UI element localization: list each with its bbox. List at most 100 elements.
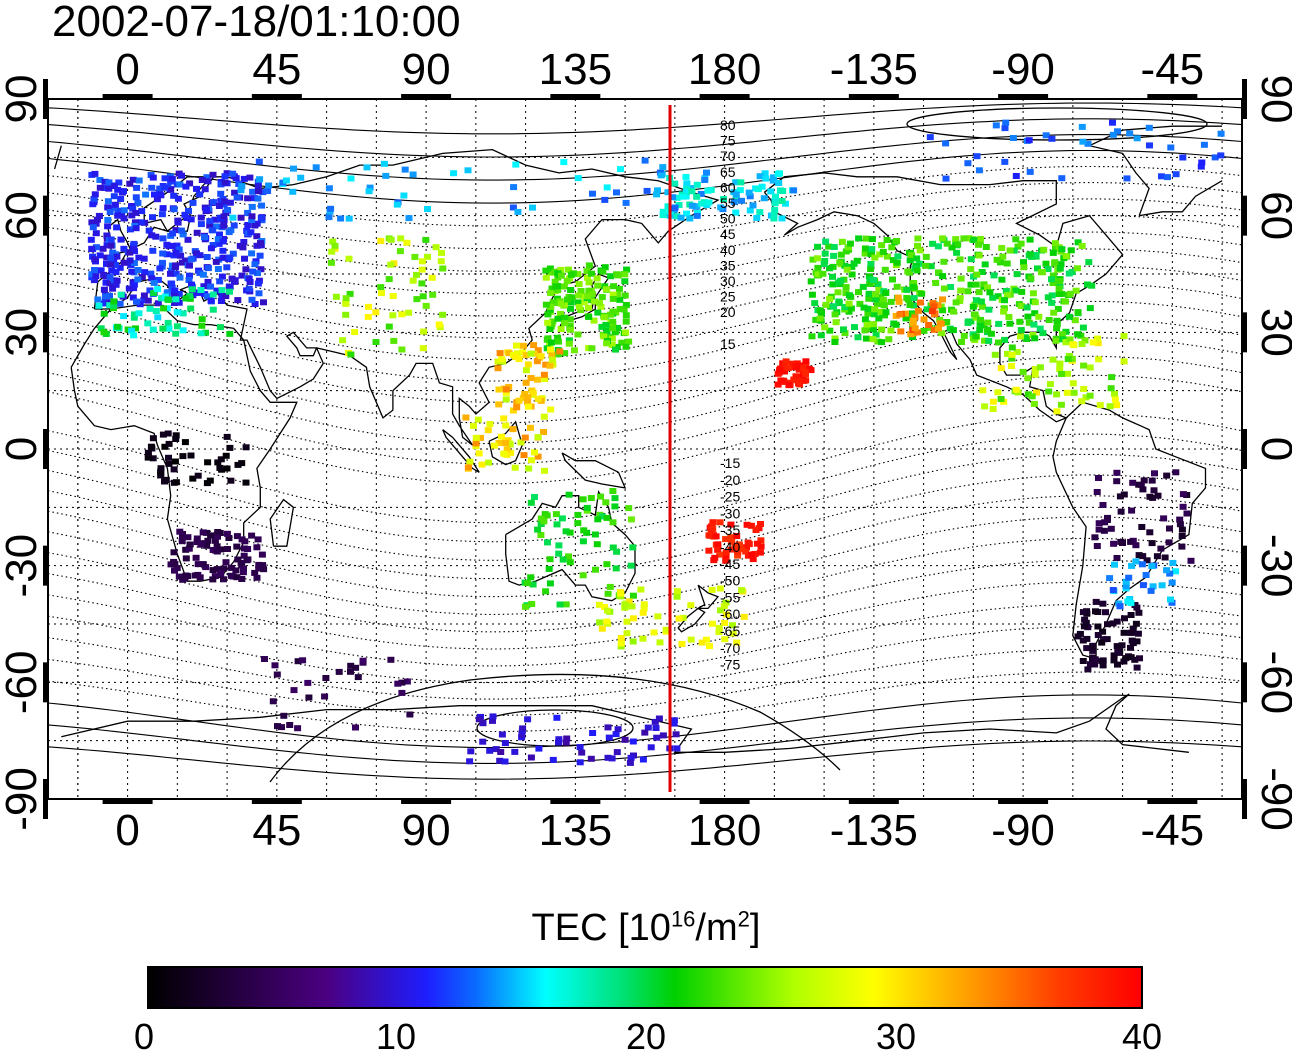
tec-pixel: [590, 298, 598, 305]
tec-pixel: [193, 289, 201, 296]
lon-tick-top: 45: [252, 45, 301, 94]
tec-pixel: [234, 556, 242, 563]
tec-pixel: [1079, 324, 1087, 331]
lon-tick-bottom: 90: [402, 806, 451, 855]
tec-pixel: [220, 565, 228, 572]
tec-pixel: [130, 332, 138, 339]
tec-pixel: [664, 189, 672, 196]
tec-pixel: [1021, 334, 1029, 341]
tec-pixel: [986, 289, 994, 296]
tec-pixel: [588, 345, 596, 352]
tec-pixel: [995, 320, 1003, 327]
tec-pixel: [1048, 276, 1055, 283]
tec-pixel: [1099, 657, 1107, 664]
tec-pixel: [964, 288, 972, 295]
tec-pixel: [860, 304, 868, 311]
tec-pixel: [185, 545, 193, 552]
tec-pixel: [104, 223, 112, 230]
tec-pixel: [163, 251, 171, 258]
tec-pixel: [617, 635, 625, 641]
tec-pixel: [173, 309, 181, 316]
tec-pixel: [548, 285, 556, 292]
tec-pixel: [167, 561, 175, 568]
tec-pixel: [489, 717, 496, 724]
tec-pixel: [1061, 298, 1069, 305]
tec-pixel: [870, 277, 877, 283]
tec-pixel: [1010, 247, 1018, 254]
tec-pixel: [887, 327, 895, 334]
tec-pixel: [939, 307, 947, 314]
tec-pixel: [1049, 249, 1057, 256]
tec-pixel: [721, 620, 729, 626]
tec-pixel: [1030, 321, 1038, 328]
contour-label: 60: [720, 179, 736, 195]
tec-pixel: [178, 538, 186, 545]
tec-pixel: [916, 247, 924, 254]
tec-pixel: [170, 206, 178, 213]
lat-tick-mark: [43, 195, 48, 236]
tec-pixel: [611, 503, 619, 510]
tec-pixel: [352, 724, 359, 731]
tec-pixel: [120, 259, 128, 266]
tec-pixel: [1094, 340, 1102, 347]
tec-pixel: [189, 199, 197, 206]
tec-pixel: [686, 215, 694, 222]
lat-tick-left: 90: [0, 75, 46, 124]
tec-pixel: [653, 734, 661, 741]
tec-pixel: [424, 253, 431, 260]
tec-pixel: [920, 316, 928, 323]
tec-pixel: [592, 566, 599, 573]
tec-pixel: [484, 427, 492, 434]
tec-pixel: [1131, 656, 1139, 663]
tec-pixel: [495, 440, 503, 446]
tec-pixel: [855, 235, 863, 242]
tec-pixel: [864, 310, 872, 317]
tec-pixel: [354, 674, 362, 681]
tec-pixel: [800, 377, 808, 384]
tec-pixel: [196, 574, 204, 581]
tec-pixel: [115, 179, 123, 186]
tec-pixel: [201, 234, 208, 241]
tec-pixel: [601, 604, 609, 610]
tec-pixel: [525, 465, 533, 472]
tec-pixel: [554, 315, 562, 322]
tec-pixel: [623, 618, 631, 625]
tec-pixel: [188, 281, 195, 288]
tec-pixel: [969, 303, 977, 310]
lat-tick-mark: [43, 545, 48, 586]
tec-pixel: [546, 556, 554, 563]
tec-pixel: [947, 284, 955, 290]
tec-pixel: [563, 735, 571, 742]
tec-pixel: [874, 301, 881, 308]
tec-pixel: [566, 316, 574, 323]
tec-pixel: [494, 365, 502, 372]
tec-pixel: [265, 182, 273, 189]
tec-pixel: [209, 547, 217, 553]
tec-pixel: [745, 189, 753, 196]
tec-pixel: [221, 173, 229, 180]
tec-pixel: [130, 245, 138, 252]
tec-pixel: [1066, 290, 1074, 297]
tec-pixel: [932, 280, 940, 286]
tec-pixel: [517, 439, 525, 446]
tec-pixel: [286, 722, 294, 728]
tec-pixel: [1024, 391, 1032, 398]
tec-pixel: [100, 300, 108, 307]
tec-pixel: [910, 280, 918, 286]
tec-pixel: [830, 252, 838, 259]
tec-pixel: [752, 527, 760, 533]
tec-pixel: [984, 319, 992, 326]
lat-tick-mark: [1242, 662, 1247, 703]
tec-pixel: [117, 291, 125, 298]
tec-pixel: [654, 613, 662, 620]
tec-pixel: [1168, 579, 1176, 586]
tec-pixel: [346, 290, 354, 297]
tec-pixel: [387, 236, 395, 243]
tec-pixel: [908, 252, 916, 258]
tec-pixel: [216, 464, 224, 471]
mag-contour: [48, 118, 1242, 158]
tec-pixel: [693, 181, 701, 188]
tec-pixel: [165, 325, 173, 332]
tec-pixel: [186, 262, 193, 269]
tec-pixel: [587, 755, 595, 762]
